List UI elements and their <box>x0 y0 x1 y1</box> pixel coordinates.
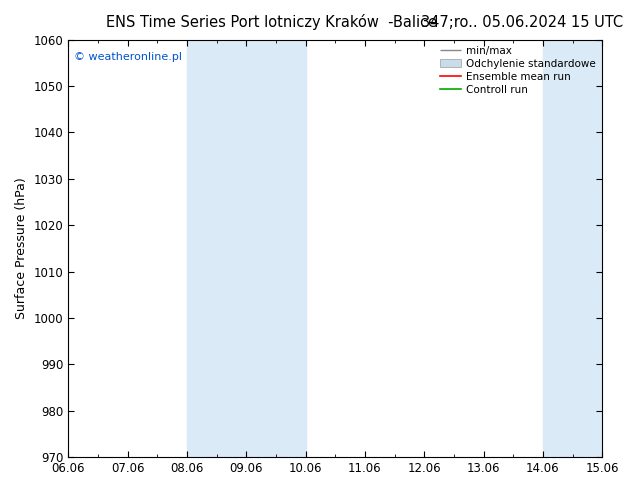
Bar <box>543 40 602 457</box>
Text: © weatheronline.pl: © weatheronline.pl <box>74 52 181 62</box>
Legend: min/max, Odchylenie standardowe, Ensemble mean run, Controll run: min/max, Odchylenie standardowe, Ensembl… <box>436 42 600 99</box>
Text: 347;ro.. 05.06.2024 15 UTC: 347;ro.. 05.06.2024 15 UTC <box>421 15 623 30</box>
Text: ENS Time Series Port lotniczy Kraków  -Balice: ENS Time Series Port lotniczy Kraków -Ba… <box>105 14 437 30</box>
Bar <box>187 40 306 457</box>
Y-axis label: Surface Pressure (hPa): Surface Pressure (hPa) <box>15 177 28 319</box>
